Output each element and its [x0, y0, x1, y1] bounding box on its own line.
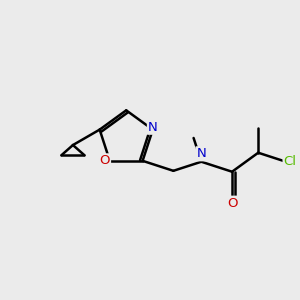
- Text: O: O: [227, 197, 237, 210]
- Text: N: N: [196, 147, 206, 160]
- Text: N: N: [148, 121, 158, 134]
- Text: Cl: Cl: [284, 155, 297, 168]
- Text: O: O: [100, 154, 110, 167]
